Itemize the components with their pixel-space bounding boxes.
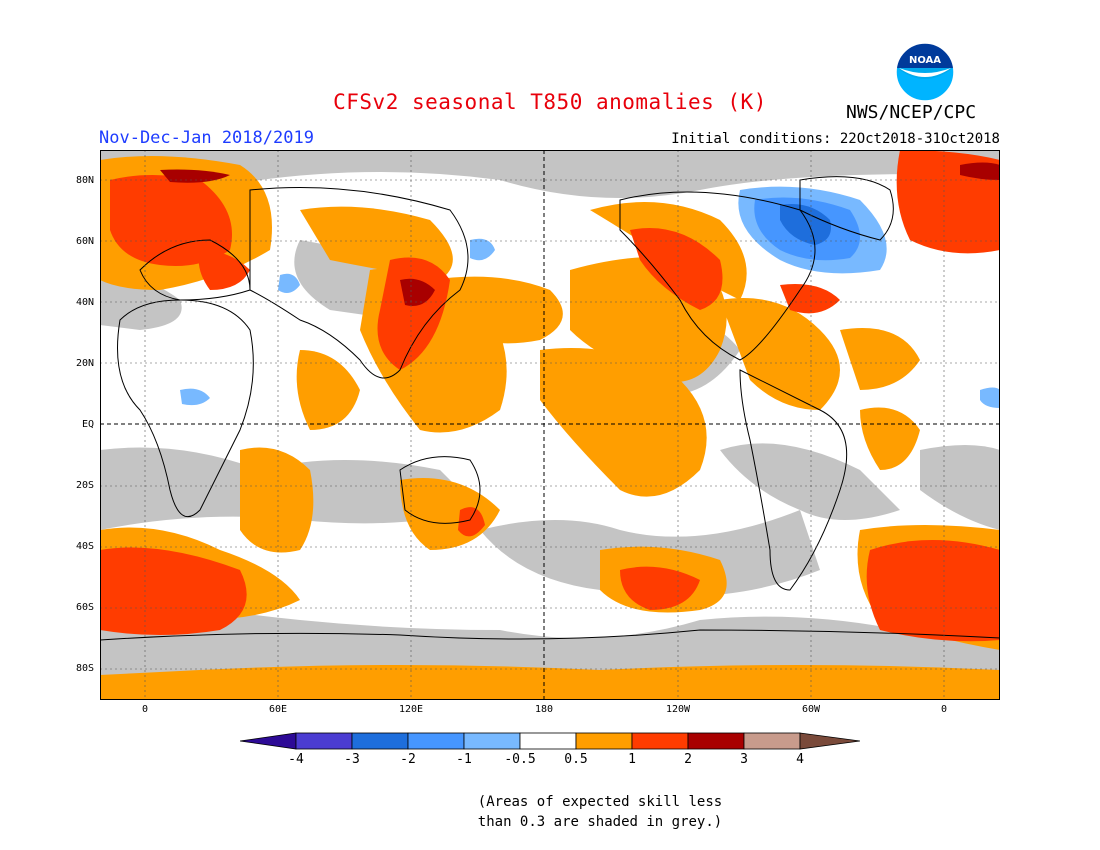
colorbar-bin-neg-2-3 bbox=[351, 732, 409, 750]
colorbar-tick: -0.5 bbox=[504, 752, 536, 767]
lat-label-60s: 60S bbox=[75, 602, 94, 613]
equator-and-dateline bbox=[100, 150, 1000, 700]
colorbar-tick: -3 bbox=[344, 752, 360, 767]
colorbar-tick: 3 bbox=[740, 752, 748, 767]
lat-label-eq: EQ bbox=[81, 419, 94, 430]
lon-label-60w: 60W bbox=[801, 704, 821, 715]
colorbar-tick: 0.5 bbox=[564, 752, 588, 767]
lon-label-180: 180 bbox=[534, 704, 554, 715]
skill-note-line2: than 0.3 are shaded in grey.) bbox=[477, 814, 723, 830]
forecast-period: Nov-Dec-Jan 2018/2019 bbox=[99, 128, 314, 148]
colorbar-tick: -2 bbox=[400, 752, 416, 767]
lat-label-60n: 60N bbox=[75, 236, 94, 247]
map-frame bbox=[100, 150, 1000, 700]
colorbar-bin-pos-1-2 bbox=[631, 732, 689, 750]
skill-note-line1: (Areas of expected skill less bbox=[477, 794, 723, 810]
low-skill-regions bbox=[100, 150, 1000, 680]
positive-anomaly-2-3 bbox=[160, 162, 1000, 306]
colorbar-arrow-low bbox=[240, 732, 297, 750]
colorbar-tick: 2 bbox=[684, 752, 692, 767]
colorbar-tick: -4 bbox=[288, 752, 304, 767]
colorbar-bin-pos-3-4 bbox=[743, 732, 801, 750]
coastlines bbox=[100, 176, 1000, 641]
lon-label-0-west: 0 bbox=[141, 704, 149, 715]
colorbar-bin-pos-05-1 bbox=[575, 732, 633, 750]
initial-conditions: Initial conditions: 22Oct2018-31Oct2018 bbox=[671, 131, 1000, 147]
map-title: CFSv2 seasonal T850 anomalies (K) bbox=[333, 90, 767, 114]
lat-label-80n: 80N bbox=[75, 175, 94, 186]
colorbar bbox=[240, 732, 860, 750]
agency-label: NWS/NCEP/CPC bbox=[846, 102, 977, 123]
colorbar-arrow-high bbox=[799, 732, 860, 750]
lon-label-0-east: 0 bbox=[940, 704, 948, 715]
lat-label-40n: 40N bbox=[75, 297, 94, 308]
colorbar-bin-pos-2-3 bbox=[687, 732, 745, 750]
colorbar-tick: 4 bbox=[796, 752, 804, 767]
noaa-logo: NOAA bbox=[895, 42, 955, 102]
anomaly-map bbox=[100, 150, 1000, 700]
colorbar-bin-neutral bbox=[519, 732, 577, 750]
graticule bbox=[100, 150, 1000, 700]
lon-label-120w: 120W bbox=[665, 704, 691, 715]
noaa-logo-text: NOAA bbox=[909, 55, 941, 66]
skill-note: (Areas of expected skill less than 0.3 a… bbox=[440, 792, 760, 832]
negative-anomaly-regions bbox=[180, 186, 1000, 408]
lat-label-20n: 20N bbox=[75, 358, 94, 369]
lat-label-40s: 40S bbox=[75, 541, 94, 552]
colorbar-tick: -1 bbox=[456, 752, 472, 767]
lat-label-20s: 20S bbox=[75, 480, 94, 491]
lat-label-80s: 80S bbox=[75, 663, 94, 674]
lon-label-120e: 120E bbox=[398, 704, 424, 715]
lon-label-60e: 60E bbox=[268, 704, 288, 715]
colorbar-bin-neg-05-1 bbox=[463, 732, 521, 750]
colorbar-tick: 1 bbox=[628, 752, 636, 767]
colorbar-bin-neg-1-2 bbox=[407, 732, 465, 750]
colorbar-bin-neg-3-4 bbox=[295, 732, 353, 750]
